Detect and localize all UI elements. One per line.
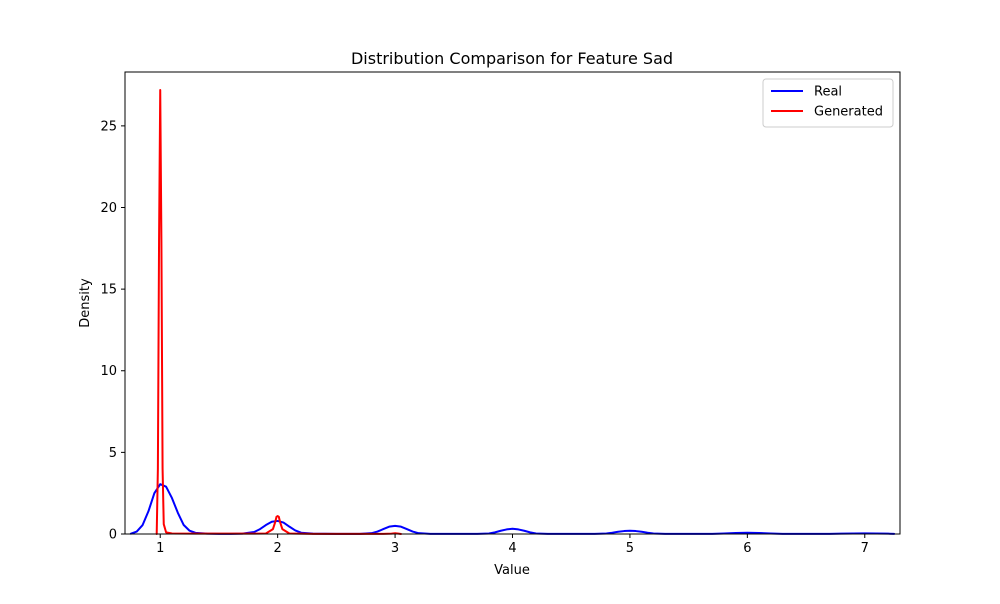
x-tick-label: 7	[861, 541, 869, 556]
y-tick-label: 15	[100, 283, 117, 298]
legend-label-real: Real	[814, 85, 842, 100]
x-tick-label: 3	[391, 541, 399, 556]
y-tick-label: 25	[100, 119, 117, 134]
legend-label-generated: Generated	[814, 105, 883, 120]
x-axis-label: Value	[494, 563, 530, 578]
x-tick-label: 4	[508, 541, 516, 556]
x-tick-label: 2	[274, 541, 282, 556]
plot-background	[125, 72, 900, 534]
y-axis-label: Density	[78, 278, 93, 328]
legend: Real Generated	[762, 78, 894, 128]
plot-area	[124, 71, 901, 535]
y-tick-label: 10	[100, 364, 117, 379]
y-tick-label: 5	[109, 446, 117, 461]
y-tick-label: 20	[100, 201, 117, 216]
legend-items: Real Generated	[771, 85, 883, 120]
y-axis: 0 5 10 15 20 25	[100, 119, 125, 543]
chart-title: Distribution Comparison for Feature Sad	[351, 49, 673, 68]
y-tick-label: 0	[109, 528, 117, 543]
x-tick-label: 1	[156, 541, 164, 556]
x-axis: 1 2 3 4 5 6 7	[156, 534, 869, 556]
x-tick-label: 5	[626, 541, 634, 556]
x-tick-label: 6	[743, 541, 751, 556]
